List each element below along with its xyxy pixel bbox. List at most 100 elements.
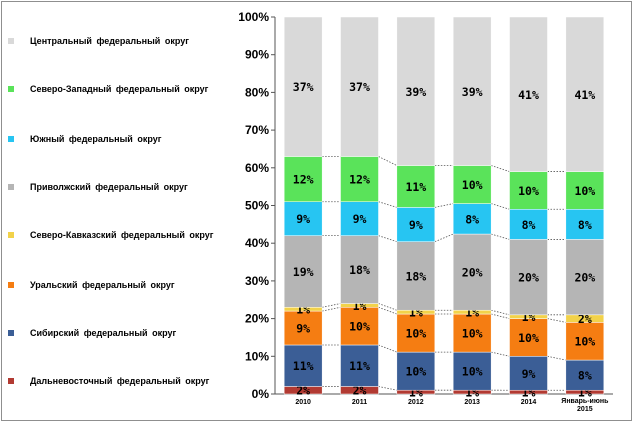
legend-marker-siberia — [8, 330, 14, 336]
series-connector-line — [434, 233, 454, 243]
data-label: 10% — [349, 320, 370, 334]
legend-label-central: Центральный федеральный округ — [30, 36, 189, 46]
data-label: 8% — [522, 218, 536, 232]
data-label: 10% — [462, 327, 483, 341]
bar-segment — [565, 359, 605, 391]
data-label: 2% — [296, 384, 310, 398]
bar-segment — [565, 209, 605, 240]
y-tick-label: 70% — [245, 123, 269, 137]
bar-segment — [452, 203, 492, 235]
bar-segment — [565, 322, 605, 361]
bar-segment — [509, 171, 548, 210]
legend-label-far-east: Дальневосточный федеральный округ — [30, 376, 210, 386]
series-connector-line — [491, 309, 510, 316]
legend-label-ural: Уральский федеральный округ — [30, 280, 175, 290]
bar-segment — [340, 16, 379, 157]
bar-segment — [396, 165, 436, 208]
bar-segment — [396, 241, 436, 311]
y-tick-label: 20% — [245, 312, 269, 326]
bar-segment — [340, 235, 379, 304]
legend-label-northwest: Северо-Западный федеральный округ — [30, 84, 209, 94]
series-connector-line — [378, 156, 398, 166]
data-label: 39% — [462, 85, 483, 99]
series-connector-line — [378, 201, 397, 208]
series-connector-line — [434, 203, 454, 208]
legend-marker-central — [8, 38, 14, 44]
data-label: 12% — [293, 173, 314, 187]
bar-segment — [340, 307, 379, 346]
data-label: 10% — [574, 335, 595, 349]
legend-label-siberia: Сибирский федеральный округ — [30, 328, 177, 338]
series-connector-line — [547, 318, 566, 323]
data-label: 10% — [574, 184, 595, 198]
y-tick-label: 60% — [245, 161, 269, 175]
bar-segment — [396, 351, 436, 391]
data-label: 9% — [522, 367, 536, 381]
legend-marker-north-caucasus — [8, 232, 14, 238]
bar-segment — [396, 207, 436, 242]
series-connector-line — [378, 344, 397, 353]
series-connector-line — [491, 233, 510, 240]
data-label: 10% — [405, 365, 426, 379]
y-tick-label: 100% — [238, 10, 269, 24]
data-label: 11% — [293, 359, 314, 373]
legend-label-volga: Приволжский федеральный округ — [30, 182, 188, 192]
x-tick-label: 2014 — [521, 399, 537, 406]
data-label: 8% — [465, 212, 479, 226]
data-label: 11% — [349, 359, 370, 373]
legend-label-north-caucasus: Северо-Кавказский федеральный округ — [30, 230, 214, 240]
legend-marker-ural — [8, 282, 14, 288]
data-label: 8% — [578, 218, 592, 232]
series-connector-line — [378, 306, 397, 315]
legend-marker-south — [8, 136, 14, 142]
bar-segment — [565, 239, 605, 316]
bar-segment — [396, 16, 436, 166]
bar-segment — [283, 156, 323, 202]
data-label: 9% — [296, 212, 310, 226]
data-label: 41% — [574, 88, 595, 102]
legend-marker-volga — [8, 184, 14, 190]
data-label: 18% — [405, 269, 426, 283]
series-connector-line — [322, 303, 341, 308]
data-label: 37% — [293, 80, 314, 94]
series-connector-line — [547, 355, 566, 361]
series-connector-line — [378, 235, 397, 243]
bar-segment — [340, 344, 379, 387]
data-label: 41% — [518, 88, 539, 102]
data-label: 9% — [353, 212, 367, 226]
data-label: 9% — [296, 322, 310, 336]
x-tick-label: 2011 — [352, 399, 367, 406]
series-connector-line — [491, 203, 510, 210]
series-connector-line — [378, 386, 397, 391]
data-label: 20% — [518, 271, 539, 285]
bar-segment — [283, 344, 323, 387]
series-connector-line — [491, 165, 510, 172]
bar-segment — [452, 16, 492, 166]
data-label: 10% — [405, 327, 426, 341]
y-tick-label: 10% — [245, 349, 269, 363]
data-label: 10% — [518, 331, 539, 345]
bar-segment — [283, 16, 323, 157]
bar-segment — [340, 201, 379, 236]
y-tick-label: 50% — [245, 199, 269, 213]
bar-segment — [452, 165, 492, 204]
y-tick-label: 30% — [245, 274, 269, 288]
x-tick-label: Январь-июнь 2015 — [561, 398, 609, 413]
series-connector-line — [378, 303, 397, 311]
data-label: 39% — [405, 85, 426, 99]
bar-segment — [565, 16, 605, 172]
x-tick-label: 2013 — [464, 399, 480, 406]
bar-segment — [396, 313, 436, 353]
legend-marker-far-east — [8, 378, 14, 384]
data-label: 8% — [578, 369, 592, 383]
data-label: 12% — [349, 173, 370, 187]
series-connector-line — [491, 351, 510, 357]
bar-segment — [509, 356, 548, 391]
data-label: 10% — [518, 184, 539, 198]
y-tick-label: 90% — [245, 48, 269, 62]
data-label: 19% — [293, 265, 314, 279]
x-tick-label: 2010 — [295, 399, 311, 406]
legend-label-south: Южный федеральный округ — [30, 134, 162, 144]
bar-segment — [283, 201, 323, 236]
